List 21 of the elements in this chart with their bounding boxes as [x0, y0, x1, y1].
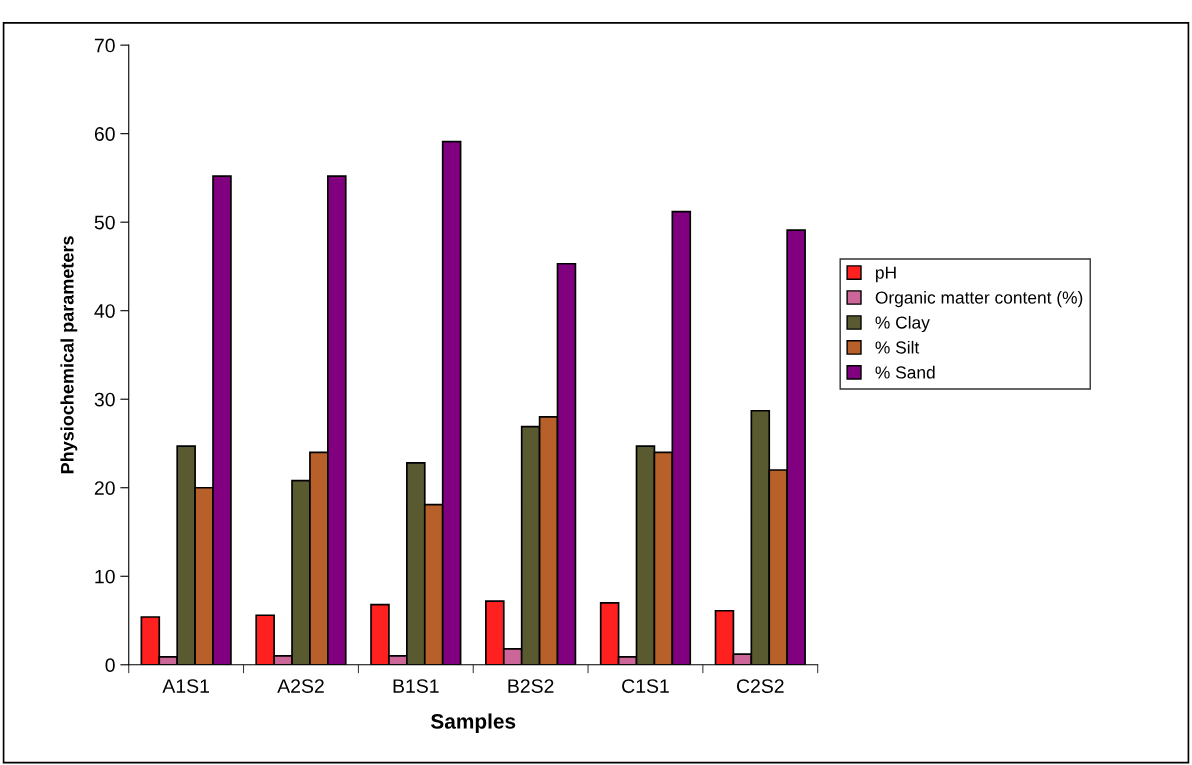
y-tick-label: 10	[95, 569, 115, 584]
legend-label: % Clay	[875, 315, 930, 333]
legend-label: % Silt	[875, 340, 920, 354]
x-tick-label: C1S1	[622, 679, 669, 693]
y-tick-label: 40	[94, 304, 115, 318]
y-tick-label: 50	[94, 215, 115, 230]
x-axis-title: Samples	[430, 713, 516, 733]
y-tick-label: 0	[105, 658, 115, 673]
x-tick-label: B2S2	[508, 679, 554, 693]
y-tick-label: 30	[94, 392, 115, 407]
y-tick-label: 70	[94, 38, 115, 53]
y-axis-title: Physiochemical parameters	[60, 236, 78, 474]
y-tick-label: 60	[94, 127, 115, 141]
x-tick-label: B1S1	[393, 679, 439, 693]
y-tick-label: 20	[94, 481, 115, 495]
legend-label: % Sand	[875, 365, 935, 379]
legend-label: Organic matter content (%)	[875, 290, 1083, 308]
x-tick-label: A1S1	[162, 679, 209, 693]
legend-label: pH	[876, 266, 896, 283]
x-tick-label: A2S2	[277, 679, 324, 693]
x-tick-label: C2S2	[736, 679, 784, 693]
